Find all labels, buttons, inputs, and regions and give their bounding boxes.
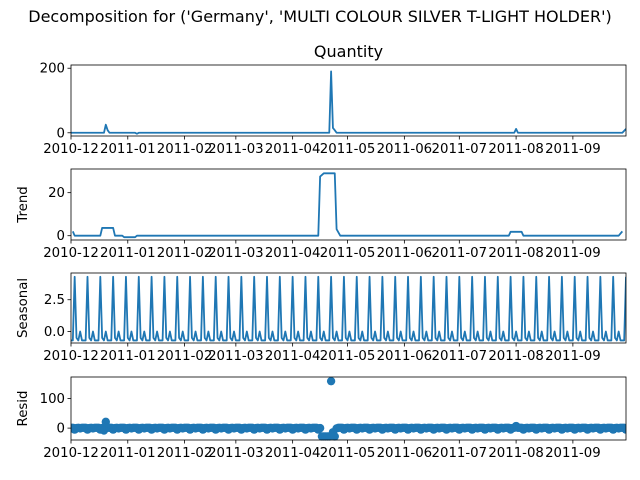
panel-title: Quantity [314,42,383,61]
x-tick-label: 2011-09 [545,446,601,461]
x-tick-label: 2011-04 [265,142,321,157]
y-tick-label: 0 [57,422,65,437]
series-line [72,172,624,239]
x-tick-label: 2011-02 [157,349,213,364]
x-tick-label: 2011-05 [320,142,376,157]
x-tick-label: 2011-07 [432,349,488,364]
resid-point [621,425,626,434]
figure-suptitle: Decomposition for ('Germany', 'MULTI COL… [28,7,611,26]
plot-area [71,275,626,342]
x-tick-label: 2011-02 [157,446,213,461]
x-tick-label: 2011-04 [265,246,321,261]
x-tick-label: 2011-07 [432,142,488,157]
x-tick-label: 2010-12 [43,349,99,364]
plot-area [72,172,624,239]
x-tick-label: 2011-03 [208,446,264,461]
series-line [71,70,626,135]
x-tick-label: 2011-02 [157,142,213,157]
y-axis-label: Seasonal [16,278,31,338]
plot-area [71,376,626,441]
x-tick-label: 2011-09 [545,349,601,364]
x-tick-label: 2011-09 [545,246,601,261]
series-line [71,275,626,342]
x-tick-label: 2011-09 [545,142,601,157]
panel-1: Quantity 0 200 2010-12 2011-01 2011-022011-03… [40,42,627,157]
x-tick-label: 2011-08 [488,446,544,461]
x-tick-label: 2011-06 [377,349,433,364]
x-tick-label: 2011-08 [488,246,544,261]
x-tick-label: 2011-05 [320,446,376,461]
x-tick-label: 2010-12 [43,246,99,261]
x-tick-label: 2011-01 [100,446,156,461]
x-tick-label: 2011-05 [320,349,376,364]
resid-point [330,432,339,441]
x-tick-label: 2011-07 [432,246,488,261]
x-tick-label: 2011-01 [100,142,156,157]
x-tick-label: 2011-04 [265,349,321,364]
y-axis-label: Resid [16,391,31,427]
axes-frame [70,168,627,241]
x-tick-label: 2011-06 [377,446,433,461]
x-tick-label: 2011-05 [320,246,376,261]
axes-frame [70,64,627,137]
x-tick-label: 2011-03 [208,246,264,261]
x-tick-label: 2011-01 [100,246,156,261]
x-tick-label: 2011-08 [488,349,544,364]
y-tick-label: 0 [57,229,65,244]
plot-area [71,70,626,135]
x-tick-label: 2011-08 [488,142,544,157]
y-tick-label: 2.5 [44,293,65,308]
x-tick-label: 2011-04 [265,446,321,461]
axes-frame [70,272,627,344]
x-tick-label: 2011-02 [157,246,213,261]
x-tick-label: 2011-06 [377,142,433,157]
y-axis-label: Trend [16,186,31,223]
y-tick-label: 0.0 [44,325,65,340]
x-tick-label: 2011-03 [208,142,264,157]
x-tick-label: 2011-07 [432,446,488,461]
resid-point [326,376,336,386]
y-tick-label: 20 [48,186,65,201]
y-tick-label: 100 [40,392,65,407]
x-tick-label: 2011-01 [100,349,156,364]
y-tick-label: 200 [40,62,65,77]
x-tick-label: 2011-03 [208,349,264,364]
y-tick-label: 0 [57,126,65,141]
x-tick-label: 2010-12 [43,142,99,157]
x-tick-label: 2010-12 [43,446,99,461]
x-tick-label: 2011-06 [377,246,433,261]
resid-point [315,423,325,433]
axes-frame [70,376,627,441]
